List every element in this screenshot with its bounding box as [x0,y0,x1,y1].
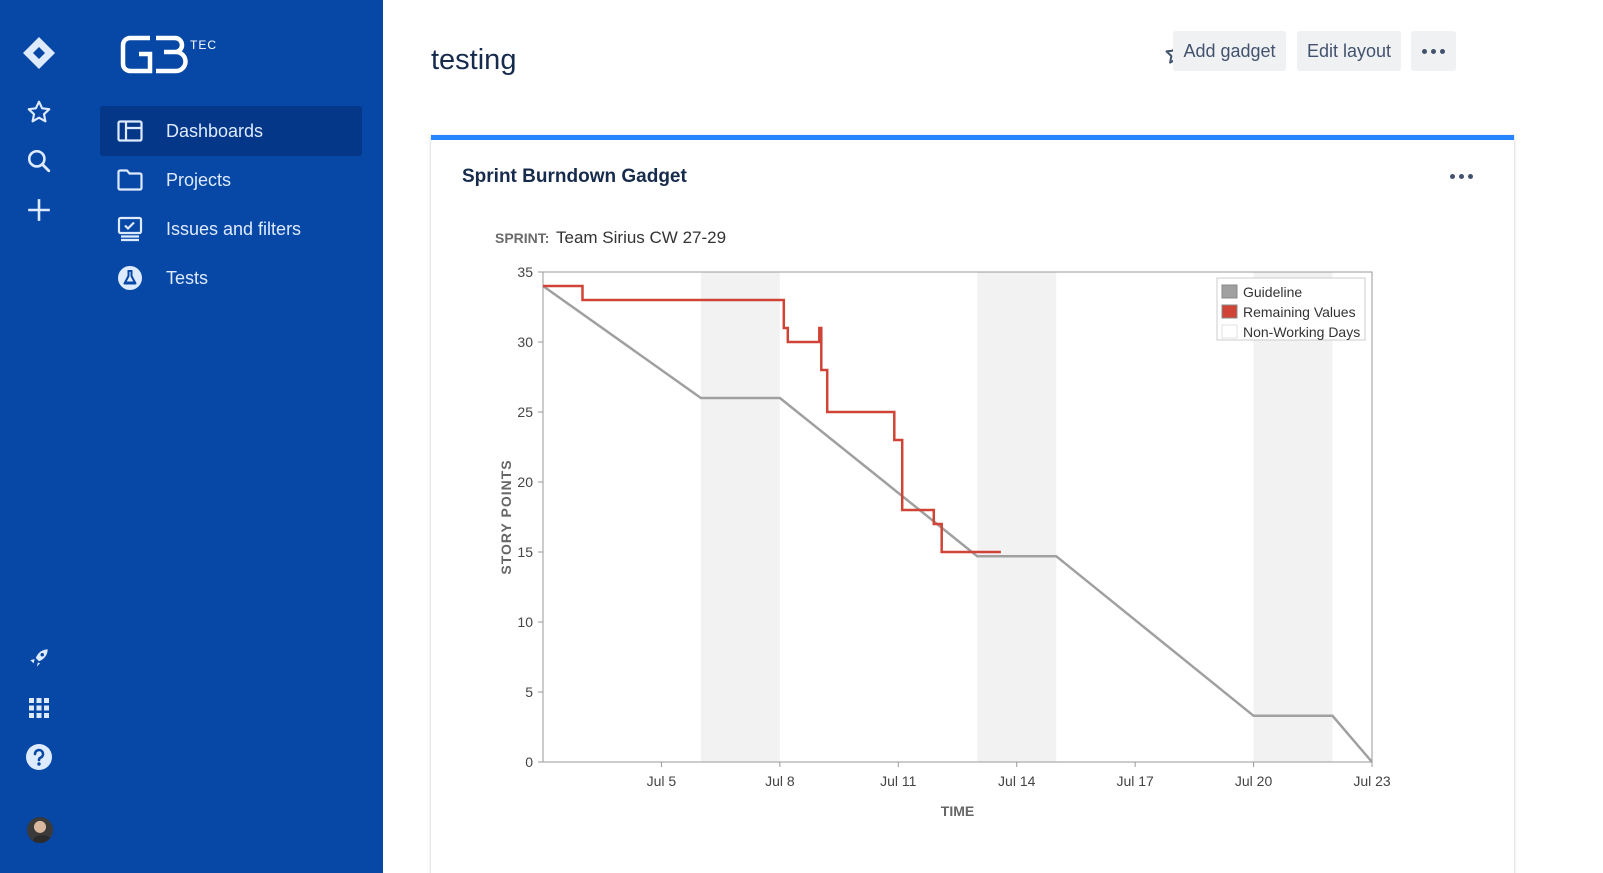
jira-logo-icon[interactable] [19,33,59,73]
user-avatar[interactable] [25,815,55,845]
sidebar-item-projects[interactable]: Projects [100,155,362,205]
sidebar-item-dashboards[interactable]: Dashboards [100,106,362,156]
search-icon[interactable] [19,141,59,181]
y-tick-label: 0 [525,754,533,770]
x-tick-label: Jul 8 [765,773,795,789]
y-tick-label: 25 [517,404,533,420]
dashboard-icon [116,117,144,145]
y-tick-label: 10 [517,614,533,630]
gadget-title: Sprint Burndown Gadget [462,166,687,187]
y-tick-label: 35 [517,264,533,280]
sprint-label: SPRINT: [495,230,549,246]
y-tick-label: 5 [525,684,533,700]
legend-entry: Guideline [1243,284,1302,300]
sidebar-item-label: Projects [166,169,232,190]
app-switcher-icon[interactable] [19,688,59,728]
sprint-burndown-gadget: Sprint Burndown Gadget SPRINT: Team Siri… [431,135,1514,873]
legend-swatch [1221,284,1238,299]
sprint-name: Team Sirius CW 27-29 [556,228,726,247]
sidebar-item-label: Issues and filters [166,218,302,239]
x-tick-label: Jul 20 [1235,773,1273,789]
sidebar-item-label: Tests [166,267,209,288]
non-working-band [977,272,1057,762]
x-tick-label: Jul 14 [998,773,1036,789]
folder-icon [116,166,144,194]
legend-entry: Non-Working Days [1243,324,1360,340]
y-axis-label: STORY POINTS [498,459,514,574]
guideline-series [542,284,1373,763]
sidebar-item-issues[interactable]: Issues and filters [100,204,362,254]
global-nav [0,0,78,873]
non-working-band [700,272,780,762]
x-tick-label: Jul 17 [1116,773,1154,789]
x-axis-label: TIME [941,803,974,819]
legend-entry: Remaining Values [1243,304,1356,320]
y-tick-label: 15 [517,544,533,560]
logo-text: TEC [190,38,217,52]
help-icon[interactable] [19,737,59,777]
project-sidebar: TEC Dashboards Projects Issues and filte… [78,0,383,873]
more-icon [1449,173,1473,179]
remaining-values-series [543,284,1001,554]
y-tick-label: 20 [517,474,533,490]
add-gadget-button[interactable]: Add gadget [1173,31,1286,71]
sidebar-item-label: Dashboards [166,120,264,141]
x-tick-label: Jul 23 [1353,773,1391,789]
non-working-band [1253,272,1333,762]
more-icon [1422,48,1445,54]
main-content: testing Add gadget Edit layout Sprint Bu… [383,0,1603,873]
x-tick-label: Jul 5 [647,773,677,789]
plot-area [542,271,1373,763]
legend-box [1216,277,1366,341]
gadget-menu-button[interactable] [1446,164,1476,188]
star-icon[interactable] [19,92,59,132]
flask-icon [116,264,144,292]
x-tick-label: Jul 11 [880,773,917,789]
rocket-icon[interactable] [19,638,59,678]
chart-legend: Guideline Remaining Values Non-Working Day… [1216,277,1366,341]
issues-icon [116,215,144,243]
sidebar-item-tests[interactable]: Tests [100,253,362,303]
legend-swatch [1221,324,1238,339]
plus-icon[interactable] [19,190,59,230]
more-actions-button[interactable] [1411,31,1456,71]
burndown-chart: SPRINT: Team Sirius CW 27-29 0 5 10 15 20 25 3… [495,228,1391,819]
y-tick-label: 30 [517,334,533,350]
edit-layout-button[interactable]: Edit layout [1297,31,1401,71]
legend-swatch [1221,304,1238,319]
company-logo[interactable]: TEC [120,34,230,76]
page-title: testing [431,44,517,76]
